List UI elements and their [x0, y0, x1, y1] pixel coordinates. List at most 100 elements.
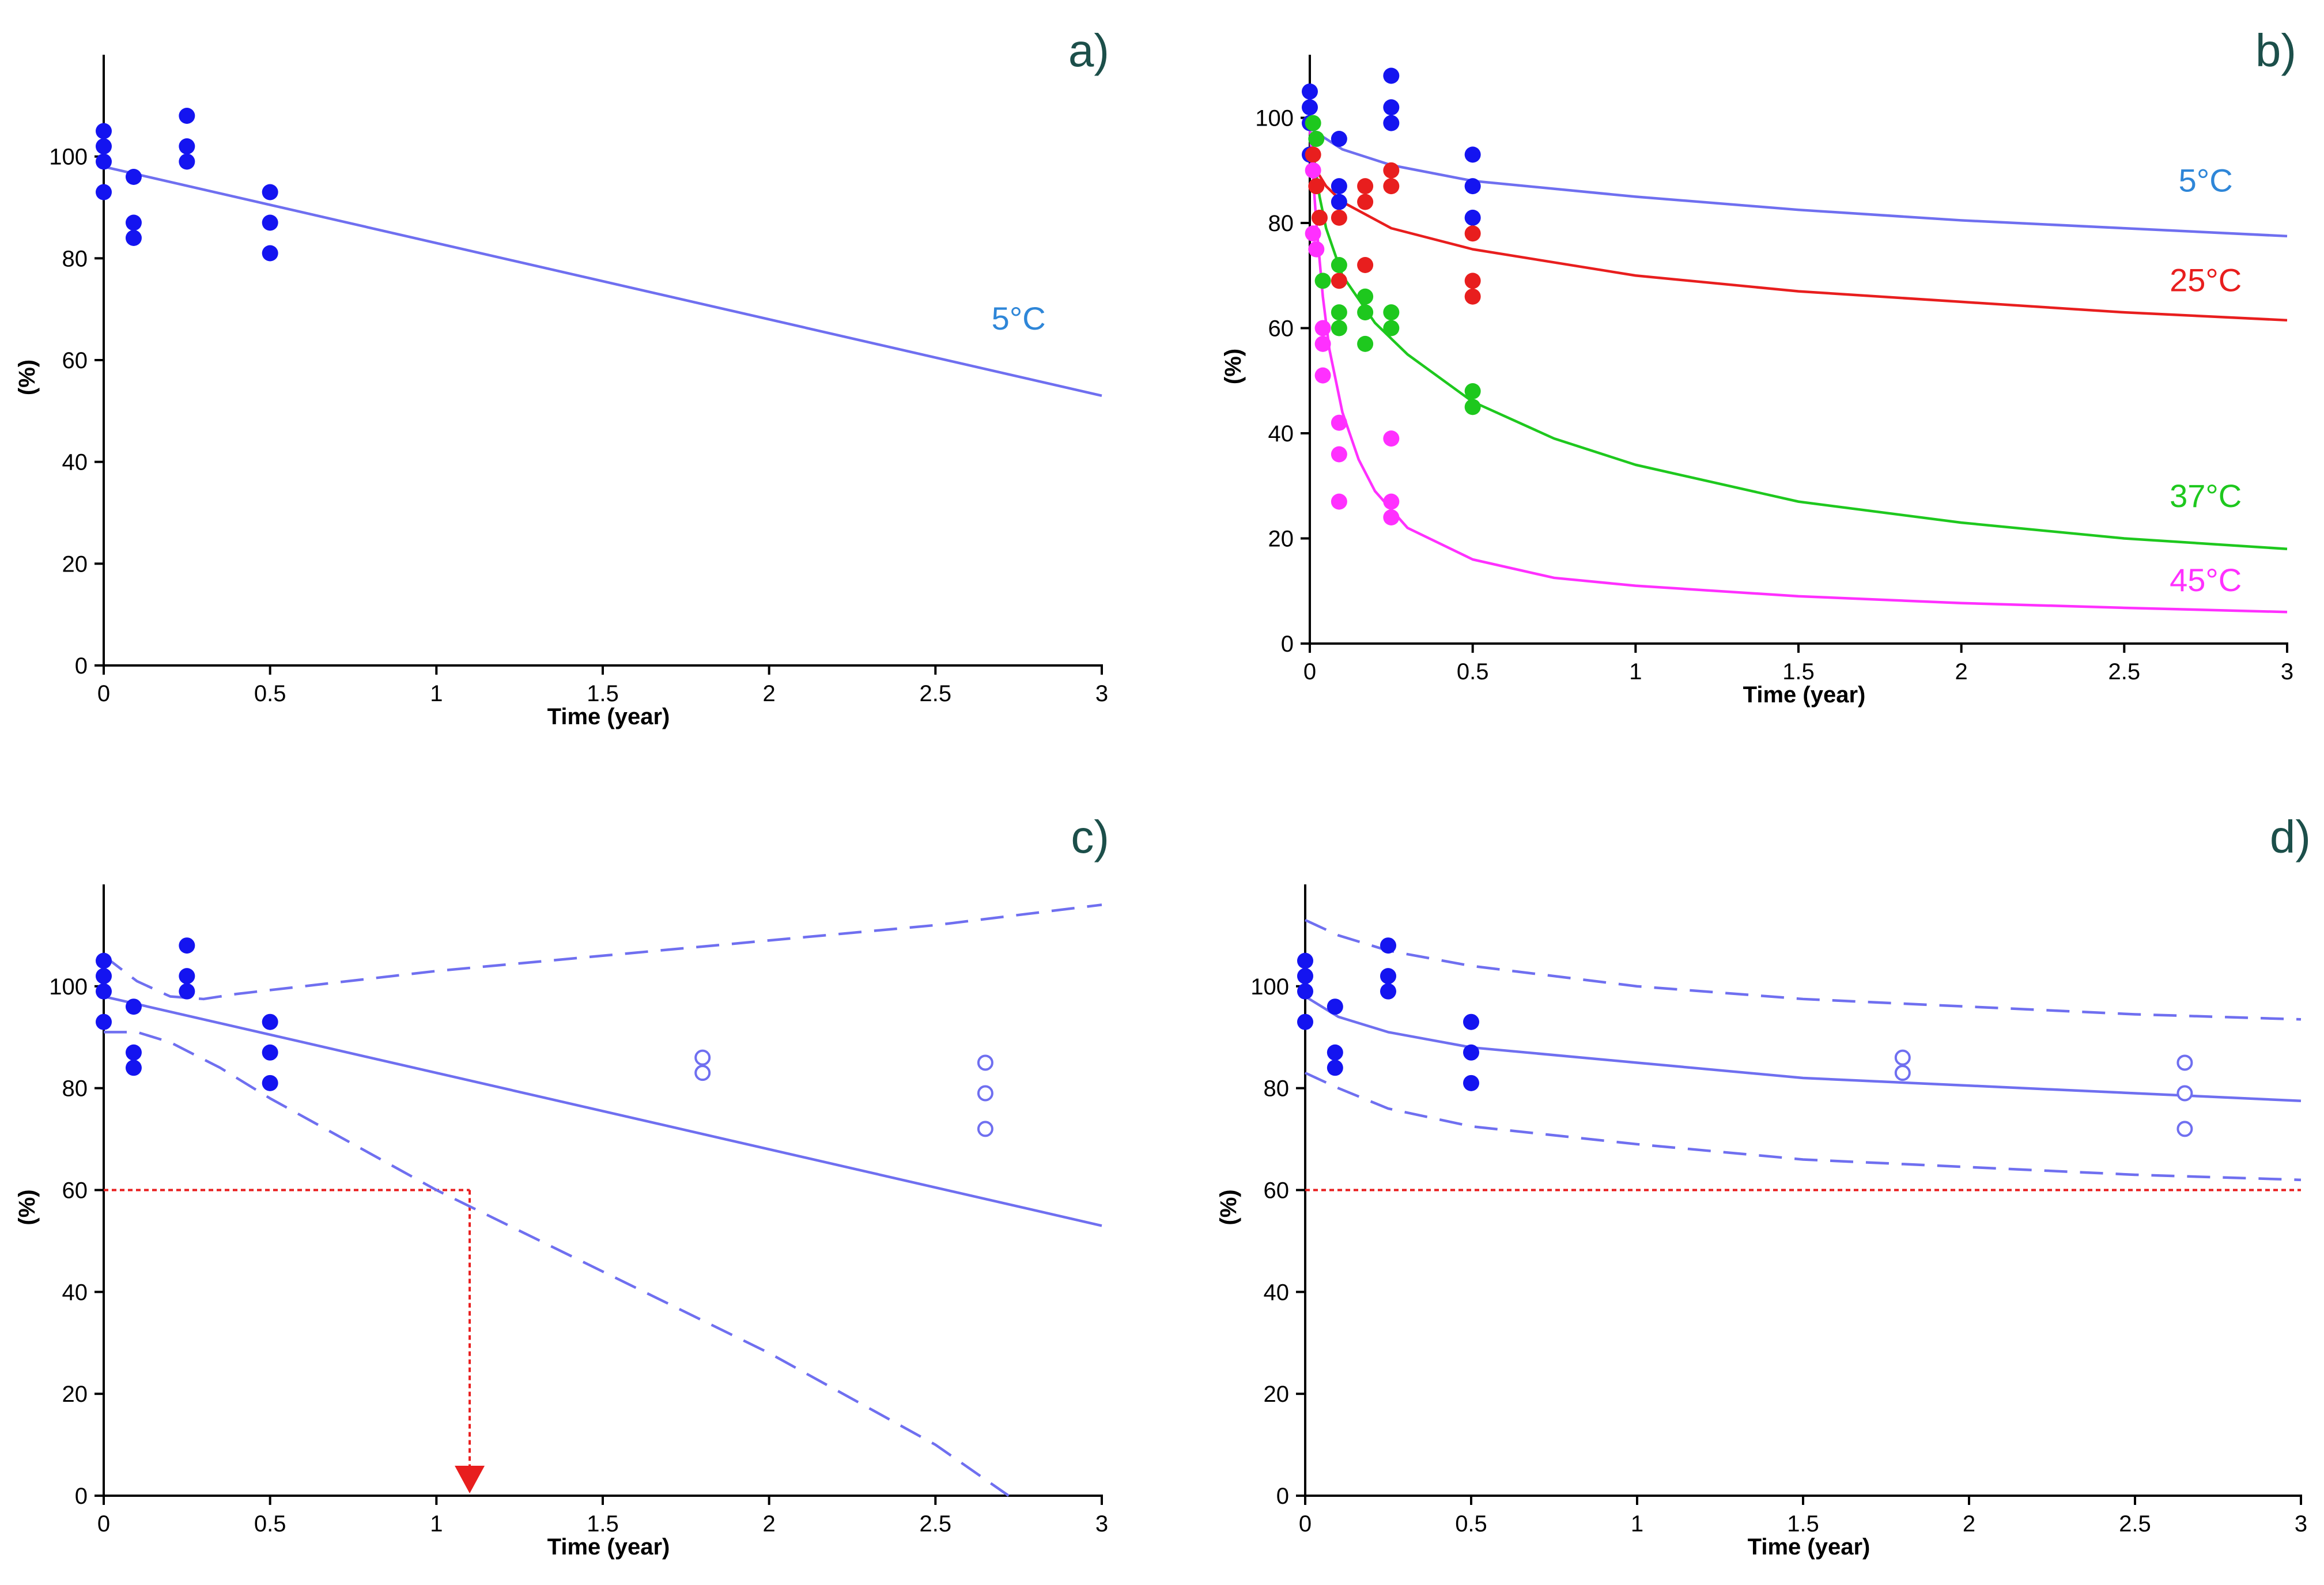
open-data-point [977, 1054, 993, 1071]
data-point [1380, 937, 1396, 954]
data-point [1314, 320, 1331, 336]
data-point [1297, 968, 1313, 985]
x-axis-label: Time (year) [547, 704, 670, 729]
x-tick-label: 1 [430, 1511, 443, 1537]
open-data-point [694, 1065, 711, 1081]
x-tick-label: 2 [1955, 659, 1968, 684]
data-point [96, 1013, 112, 1030]
fit-curve-5c [1309, 127, 2288, 238]
data-point [96, 952, 112, 969]
open-data-point [694, 1049, 711, 1066]
x-tick-label: 2 [763, 1511, 776, 1537]
data-point [1308, 131, 1325, 147]
x-tick-label: 1 [1629, 659, 1642, 684]
fit-curve-25c [1309, 159, 2288, 322]
y-tick-label: 60 [1264, 1178, 1290, 1204]
data-point [96, 184, 112, 201]
x-tick-label: 1.5 [1787, 1511, 1819, 1537]
y-tick-label: 0 [1276, 1484, 1289, 1509]
series-label: 25°C [2170, 262, 2242, 298]
series-label: 37°C [2170, 478, 2242, 514]
x-tick-label: 2.5 [2108, 659, 2141, 684]
data-point [1297, 983, 1313, 1000]
y-tick-label: 60 [62, 1178, 88, 1204]
y-tick-label: 0 [75, 1484, 88, 1509]
data-point [1305, 146, 1321, 163]
y-tick-label: 80 [1268, 211, 1294, 236]
data-point [1383, 430, 1400, 447]
data-point [1464, 399, 1481, 415]
data-point [1305, 225, 1321, 242]
data-point [125, 214, 142, 231]
data-point [1331, 194, 1347, 210]
data-point [1314, 273, 1331, 289]
data-point [1357, 304, 1374, 321]
series-label: 45°C [2170, 562, 2242, 598]
y-tick-label: 20 [62, 551, 88, 577]
y-tick-label: 80 [1264, 1076, 1290, 1102]
y-axis-label: (%) [1220, 349, 1246, 384]
data-point [1302, 83, 1318, 100]
data-point [1464, 225, 1481, 242]
data-point [96, 123, 112, 139]
x-axis-label: Time (year) [547, 1534, 670, 1560]
data-point [1331, 493, 1347, 510]
x-tick-label: 1 [430, 681, 443, 706]
data-point [1297, 1013, 1313, 1030]
open-data-point [977, 1085, 993, 1102]
data-point [1380, 983, 1396, 1000]
y-tick-label: 80 [62, 246, 88, 271]
x-tick-label: 2.5 [920, 681, 952, 706]
data-point [262, 184, 278, 201]
fit-curve-upper [103, 903, 1102, 1001]
data-point [179, 937, 195, 954]
fit-curve-lower [1305, 1072, 2302, 1182]
data-point [1305, 162, 1321, 179]
data-point [1383, 178, 1400, 195]
fit-curve-prediction [103, 995, 1102, 1227]
data-point [1383, 509, 1400, 525]
x-tick-label: 2.5 [2119, 1511, 2151, 1537]
data-point [96, 153, 112, 170]
data-point [1464, 178, 1481, 195]
data-point [125, 230, 142, 246]
data-point [1305, 115, 1321, 131]
y-tick-label: 20 [1264, 1382, 1290, 1407]
fit-curve-upper [1305, 918, 2302, 1021]
data-point [1331, 320, 1347, 336]
y-tick-label: 20 [1268, 527, 1294, 552]
data-point [1464, 209, 1481, 226]
data-point [262, 1044, 278, 1061]
data-point [262, 245, 278, 262]
data-point [262, 214, 278, 231]
data-point [1383, 99, 1400, 116]
x-tick-label: 0 [97, 1511, 110, 1537]
data-point [262, 1013, 278, 1030]
data-point [179, 153, 195, 170]
x-tick-label: 0.5 [1455, 1511, 1487, 1537]
data-point [96, 138, 112, 154]
data-point [1331, 446, 1347, 463]
y-tick-label: 100 [49, 145, 88, 170]
data-point [1314, 367, 1331, 384]
y-tick-label: 40 [62, 450, 88, 475]
data-point [1383, 304, 1400, 321]
x-axis-label: Time (year) [1743, 682, 1866, 708]
y-tick-label: 0 [1281, 631, 1294, 657]
open-data-point [2176, 1121, 2193, 1137]
data-point [1314, 335, 1331, 352]
data-point [1327, 998, 1343, 1015]
panel-label: a) [1068, 25, 1109, 76]
x-tick-label: 2 [763, 681, 776, 706]
x-tick-label: 2 [1963, 1511, 1975, 1537]
x-tick-label: 1.5 [1782, 659, 1815, 684]
data-point [1357, 335, 1374, 352]
y-tick-label: 60 [62, 348, 88, 373]
data-point [1464, 383, 1481, 399]
fit-curve-37c [1308, 128, 2288, 550]
panel-c: c) 0 0.5 1 1.5 2 2.5 3 0 20 40 60 80 100 Time (year) (%… [14, 811, 1109, 1560]
data-point [1331, 304, 1347, 321]
data-point [1463, 1044, 1479, 1061]
fit-curve-45c [1308, 128, 2288, 614]
